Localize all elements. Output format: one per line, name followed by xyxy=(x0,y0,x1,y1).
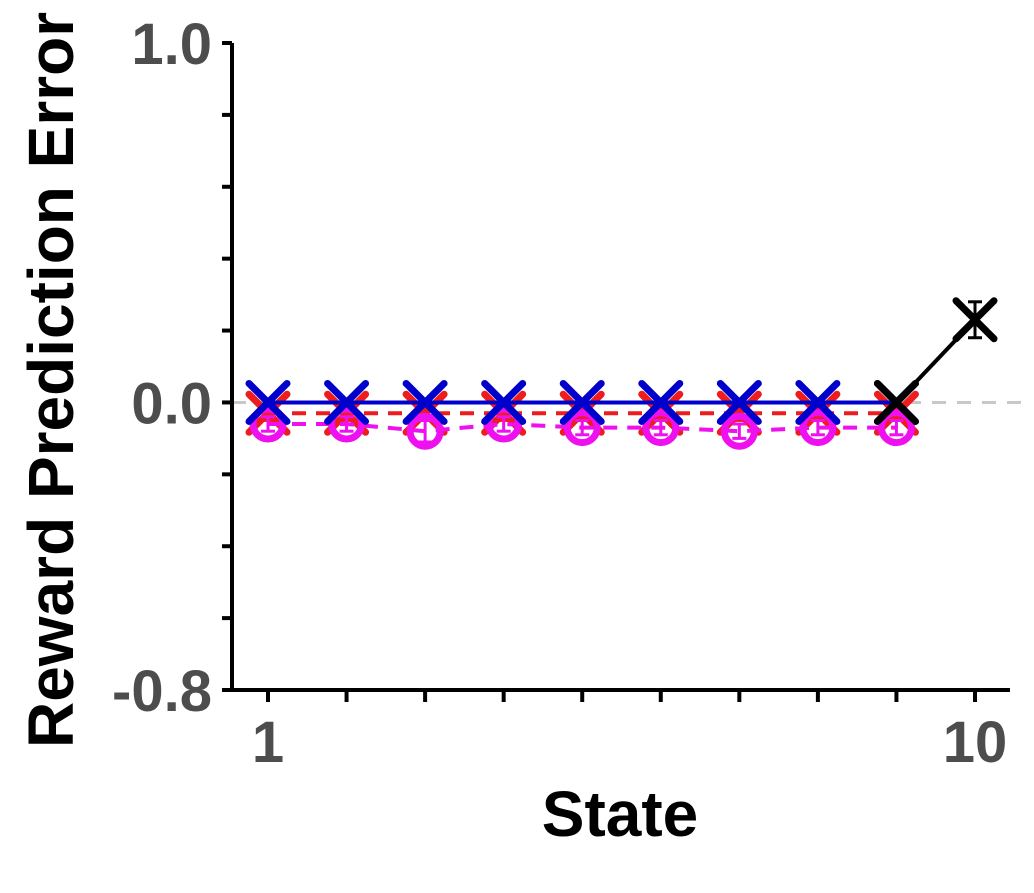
data-point-circle xyxy=(563,409,601,447)
data-point-circle xyxy=(720,412,758,450)
data-point-circle xyxy=(799,409,837,447)
y-tick-label: -0.8 xyxy=(112,659,212,724)
data-point-cross xyxy=(952,297,998,343)
data-point-cross xyxy=(638,379,684,425)
data-point-cross xyxy=(873,379,919,425)
series-3 xyxy=(873,297,998,425)
data-point-circle xyxy=(406,412,444,450)
data-point-cross xyxy=(559,379,605,425)
data-point-circle xyxy=(328,405,366,443)
data-point-circle xyxy=(485,405,523,443)
data-point-circle xyxy=(642,409,680,447)
data-point-cross xyxy=(716,379,762,425)
x-tick-label: 1 xyxy=(252,710,284,775)
data-point-cross xyxy=(402,379,448,425)
data-point-cross xyxy=(324,379,370,425)
data-point-circle xyxy=(249,405,287,443)
y-axis-title: Reward Prediction Error xyxy=(15,12,87,748)
data-point-circle xyxy=(877,409,915,447)
data-point-cross xyxy=(795,379,841,425)
series-2 xyxy=(245,379,919,425)
series-1 xyxy=(249,405,915,450)
x-axis-title: State xyxy=(542,778,699,850)
data-point-cross xyxy=(245,379,291,425)
data-point-cross xyxy=(481,379,527,425)
x-tick-label: 10 xyxy=(943,710,1008,775)
y-tick-label: 0.0 xyxy=(131,371,212,436)
y-tick-label: 1.0 xyxy=(131,12,212,77)
